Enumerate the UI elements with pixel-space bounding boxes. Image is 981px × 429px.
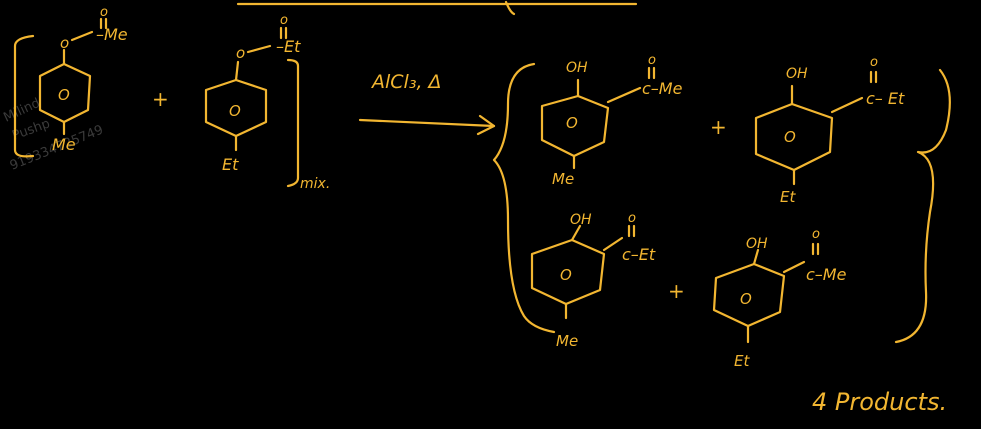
product-3: O OH o c–Et Me: [530, 211, 656, 350]
product-1-carbonyl-o: o: [648, 53, 656, 68]
product-2-oh: OH: [786, 66, 808, 82]
reagent-label: AlCl₃, Δ: [370, 71, 442, 93]
reactant-1-ring-label: O: [58, 86, 70, 104]
product-3-acyl: c–Et: [622, 245, 656, 264]
plus-sign-reactants: +: [152, 87, 169, 111]
reactant-2-ester-o: o: [236, 44, 245, 62]
product-1: O OH o c–Me Me: [540, 53, 683, 188]
product-4-oh: OH: [746, 236, 768, 252]
product-4-oh-bond: [752, 248, 760, 266]
product-2-ring-label: O: [784, 128, 796, 146]
product-4-ring-label: O: [740, 290, 752, 308]
products-brace-left: [492, 62, 556, 334]
product-1-para: Me: [552, 170, 574, 188]
product-1-acyl-bond: [606, 86, 642, 104]
product-3-carbonyl-o: o: [628, 211, 636, 226]
reactant-2-carbonyl-o: o: [280, 13, 288, 28]
product-3-oh: OH: [570, 212, 592, 228]
product-2-acyl-bond: [830, 96, 864, 114]
product-4: O OH o c–Me Et: [712, 227, 847, 370]
top-edge-curl: [504, 0, 516, 16]
reactant-1-p-tolyl-acetate: O o o –Me Me: [13, 5, 128, 158]
product-4-acyl: c–Me: [806, 265, 847, 284]
product-3-para: Me: [556, 332, 578, 350]
reactant-2-bond-o-c: [246, 44, 272, 54]
plus-sign-products-bottom: +: [668, 279, 685, 303]
reactant-2-ring-label: O: [229, 102, 241, 120]
product-3-acyl-bond: [602, 236, 624, 252]
products-brace-right: [894, 68, 951, 344]
reaction-arrow-head: [476, 114, 496, 136]
product-4-acyl-bond: [782, 260, 806, 274]
product-1-acyl: c–Me: [642, 79, 683, 98]
product-1-ring-label: O: [566, 114, 578, 132]
product-2-para: Et: [780, 188, 796, 206]
reactant-1-carbonyl-o: o: [100, 5, 108, 20]
mix-label: mix.: [300, 176, 330, 192]
product-2: O OH o c– Et Et: [754, 55, 905, 206]
reactant-1-acyl-me: –Me: [96, 25, 128, 44]
reactant-bracket-left: [13, 34, 35, 158]
product-4-para: Et: [734, 352, 750, 370]
reaction-arrow-shaft: [358, 118, 496, 128]
reactant-1-ester-o: o: [60, 34, 69, 52]
reactant-2-p-ethylphenyl-propanoate: O o o –Et Et mix.: [204, 13, 330, 192]
reactant-2-bond-top: [234, 60, 240, 82]
plus-sign-products-top: +: [710, 115, 727, 139]
product-2-carbonyl-o: o: [870, 55, 878, 70]
reactant-2-para-et: Et: [222, 155, 239, 174]
reactant-bracket-right: [286, 58, 300, 188]
product-4-carbonyl-o: o: [812, 227, 820, 242]
product-3-ring-label: O: [560, 266, 572, 284]
product-1-oh: OH: [566, 60, 588, 76]
reactant-1-para-me: Me: [52, 135, 76, 154]
reactant-1-bond-o-c: [70, 30, 94, 42]
summary-label: 4 Products.: [812, 388, 947, 416]
reactant-2-acyl-et: –Et: [276, 37, 301, 56]
product-2-acyl: c– Et: [866, 89, 905, 108]
product-3-oh-bond: [570, 224, 582, 242]
